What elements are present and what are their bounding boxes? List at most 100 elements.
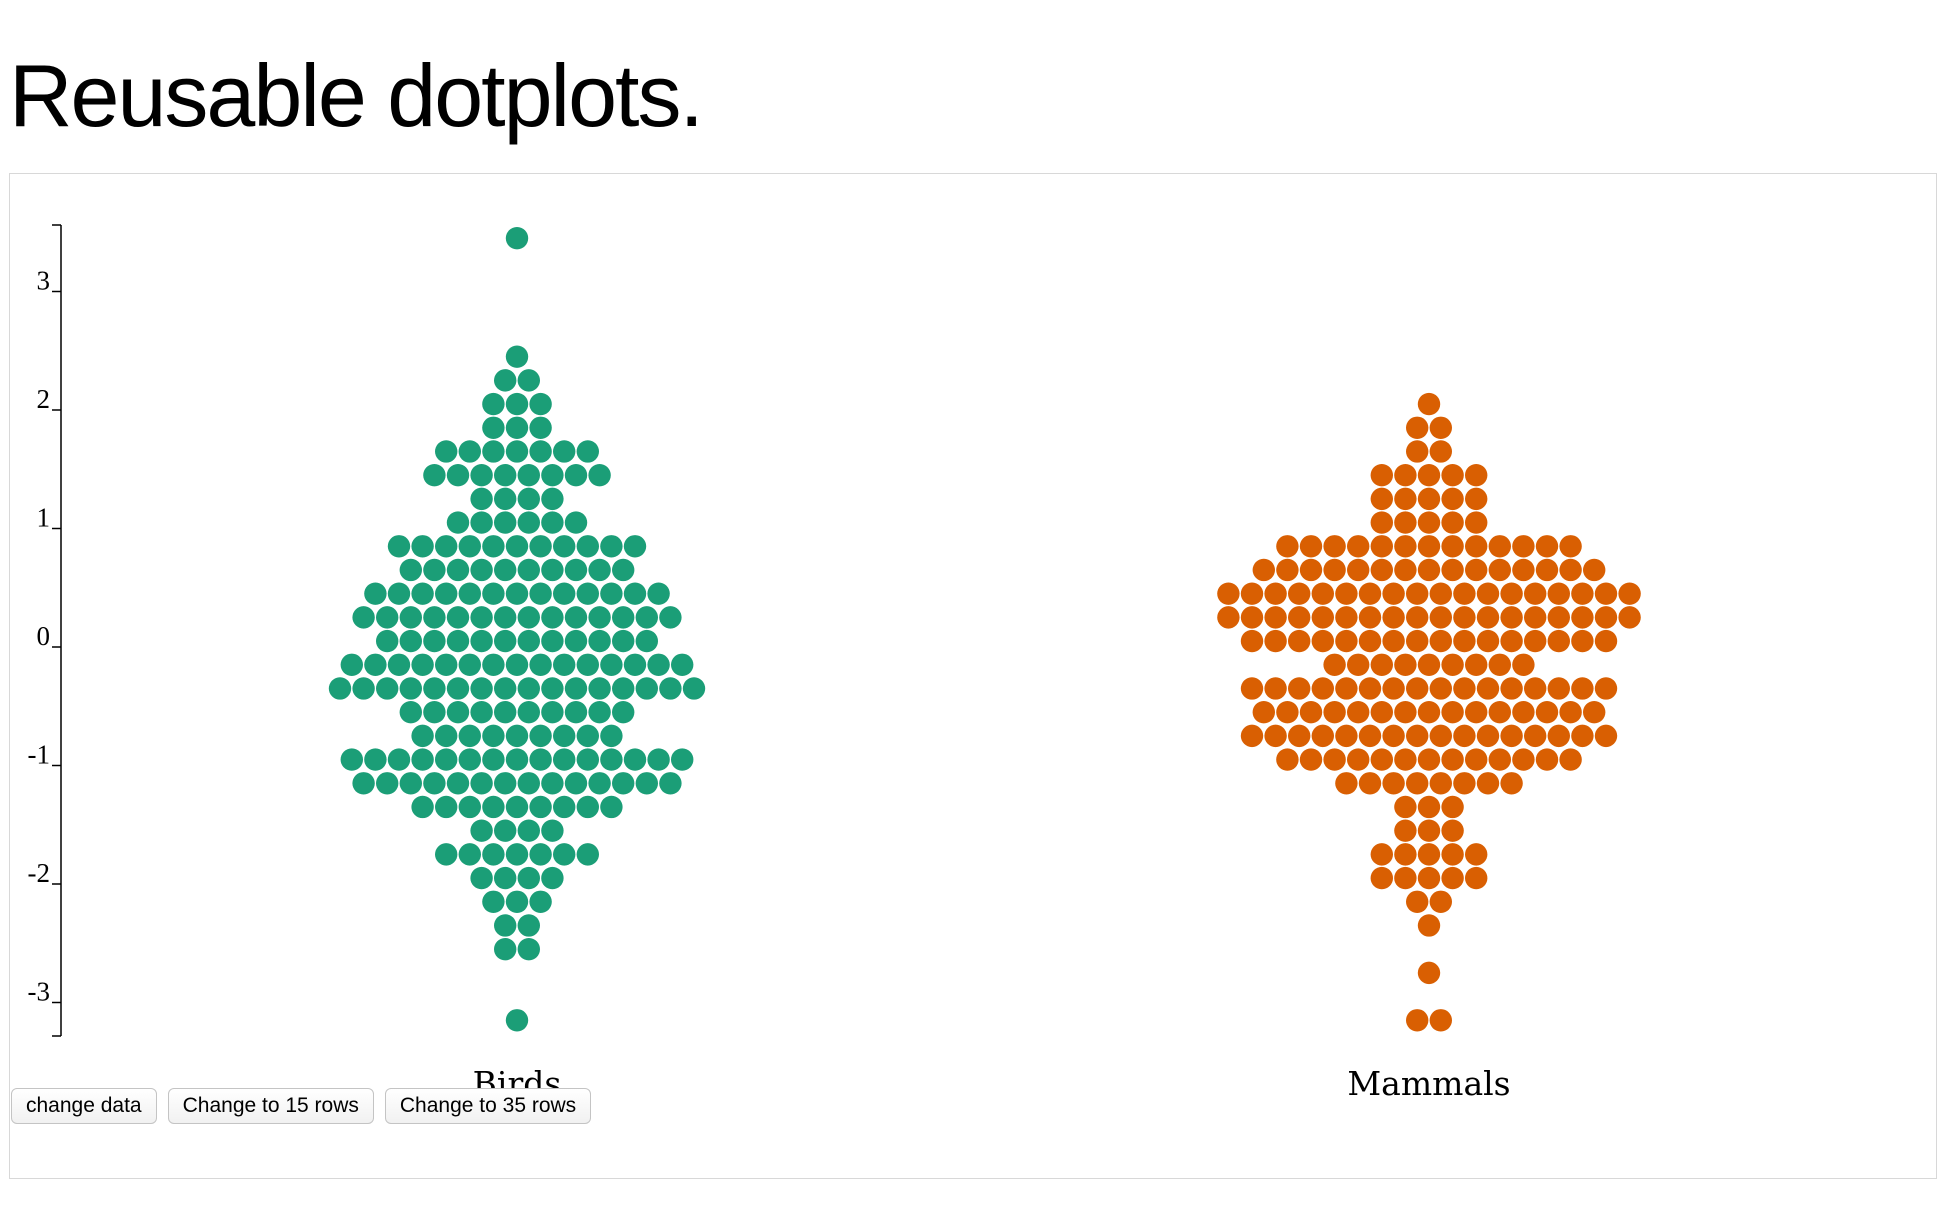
data-point <box>435 582 458 605</box>
data-point <box>399 677 422 700</box>
data-point <box>517 700 540 724</box>
data-point <box>1465 535 1488 558</box>
data-point <box>435 843 458 866</box>
data-point <box>1547 677 1571 700</box>
data-point <box>1311 606 1335 629</box>
data-point <box>1370 535 1394 558</box>
data-point <box>1512 535 1535 558</box>
data-point <box>1370 511 1394 534</box>
data-point <box>1453 606 1476 629</box>
data-point <box>482 392 505 416</box>
data-point <box>1429 890 1453 913</box>
data-point <box>1465 511 1488 534</box>
data-point <box>1240 629 1264 653</box>
data-point <box>1500 724 1523 748</box>
data-point <box>1406 772 1429 795</box>
data-point <box>1441 748 1464 771</box>
data-point <box>1394 535 1417 558</box>
data-point <box>635 629 658 653</box>
data-point <box>1488 700 1512 724</box>
data-point <box>647 582 670 605</box>
data-point <box>364 748 387 771</box>
data-point <box>1429 606 1453 629</box>
data-point <box>1594 629 1618 653</box>
page-title: Reusable dotplots. <box>9 46 704 145</box>
data-point <box>458 440 481 463</box>
data-point <box>470 558 493 582</box>
data-point <box>682 677 706 700</box>
data-point <box>612 700 635 724</box>
data-point <box>1583 700 1606 724</box>
data-point <box>411 535 434 558</box>
data-point <box>1429 629 1453 653</box>
data-point <box>458 724 481 748</box>
data-point <box>435 724 458 748</box>
data-point <box>1370 463 1394 487</box>
controls-bar: change data Change to 15 rows Change to … <box>11 1088 592 1124</box>
change-to-15-rows-button[interactable]: Change to 15 rows <box>167 1088 374 1124</box>
data-point <box>482 416 505 439</box>
data-point <box>423 606 446 629</box>
data-point <box>1264 582 1287 605</box>
data-point <box>494 772 517 795</box>
data-point <box>541 819 564 842</box>
data-point <box>576 748 599 771</box>
data-point <box>1594 606 1618 629</box>
data-point <box>612 772 635 795</box>
data-point <box>600 582 623 605</box>
data-point <box>1618 606 1641 629</box>
data-point <box>564 558 588 582</box>
data-point <box>1382 582 1405 605</box>
data-point <box>647 653 670 676</box>
data-point <box>564 772 588 795</box>
data-point <box>1559 558 1582 582</box>
data-point <box>1465 558 1488 582</box>
data-point <box>376 629 399 653</box>
data-point <box>1571 606 1594 629</box>
data-point <box>470 772 493 795</box>
data-point <box>1394 700 1417 724</box>
data-point <box>541 558 564 582</box>
change-to-35-rows-button[interactable]: Change to 35 rows <box>384 1088 592 1124</box>
data-point <box>1594 724 1618 748</box>
data-point <box>1535 558 1559 582</box>
data-point <box>1394 653 1417 676</box>
y-tick-label: -3 <box>28 977 51 1007</box>
data-point <box>1252 700 1276 724</box>
data-point <box>1240 724 1264 748</box>
data-point <box>1429 772 1453 795</box>
data-point <box>1441 795 1464 819</box>
data-point <box>352 677 375 700</box>
data-point <box>553 795 576 819</box>
data-point <box>1347 653 1370 676</box>
change-data-button[interactable]: change data <box>11 1088 157 1124</box>
data-point <box>517 369 540 392</box>
data-point <box>1417 511 1441 534</box>
data-point <box>494 677 517 700</box>
data-point <box>423 629 446 653</box>
data-point <box>1417 700 1441 724</box>
data-point <box>517 487 540 511</box>
data-point <box>517 558 540 582</box>
data-point <box>517 606 540 629</box>
data-point <box>659 606 682 629</box>
data-point <box>399 629 422 653</box>
data-point <box>1535 748 1559 771</box>
data-point <box>1358 606 1382 629</box>
data-point <box>1547 582 1571 605</box>
data-point <box>482 582 505 605</box>
data-point <box>529 440 552 463</box>
data-point <box>588 463 611 487</box>
data-point <box>1524 724 1547 748</box>
data-point <box>1252 558 1276 582</box>
data-point <box>1323 558 1346 582</box>
data-point <box>446 558 470 582</box>
data-point <box>1394 463 1417 487</box>
y-tick-label: 3 <box>37 266 51 296</box>
data-point <box>1394 843 1417 866</box>
data-point <box>576 535 599 558</box>
data-point <box>529 843 552 866</box>
data-point <box>411 653 434 676</box>
data-point <box>1571 677 1594 700</box>
